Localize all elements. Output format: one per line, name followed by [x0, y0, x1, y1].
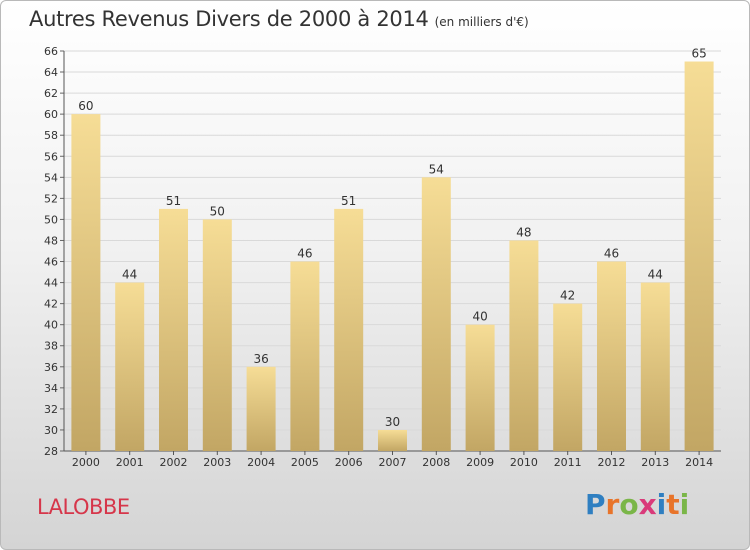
data-label: 46 — [604, 247, 619, 261]
data-label: 51 — [341, 194, 356, 208]
bar — [378, 429, 407, 451]
bar — [597, 261, 626, 451]
y-tick-labels: 28 30 32 34 36 38 40 42 44 46 48 50 52 54 56 58 60 62 64 66 — [44, 45, 58, 458]
y-tick-label: 46 — [44, 256, 58, 269]
y-tick-label: 50 — [44, 213, 58, 226]
y-tick-label: 54 — [44, 171, 58, 184]
x-tick-label: 2007 — [379, 456, 407, 469]
y-tick-label: 56 — [44, 150, 58, 163]
x-tick-label: 2011 — [554, 456, 582, 469]
logo-letter: P — [585, 488, 606, 521]
data-label: 44 — [648, 268, 663, 282]
bar — [290, 261, 320, 451]
bar — [465, 324, 495, 451]
y-tick-label: 36 — [44, 361, 58, 374]
bar — [71, 114, 101, 451]
bar — [246, 366, 276, 451]
y-tick-label: 28 — [44, 445, 58, 458]
x-tick-label: 2006 — [335, 456, 363, 469]
bar — [159, 208, 188, 451]
x-tick-label: 2013 — [641, 456, 669, 469]
x-tick-label: 2008 — [422, 456, 450, 469]
data-label: 48 — [516, 225, 531, 239]
data-label: 54 — [429, 162, 444, 176]
x-tick-label: 2012 — [598, 456, 626, 469]
x-tick-label: 2003 — [203, 456, 231, 469]
y-tick-label: 34 — [44, 382, 58, 395]
x-tick-labels: 2000 2001 2002 2003 2004 2005 2006 2007 2008 2009… — [72, 456, 713, 469]
chart-title: Autres Revenus Divers de 2000 à 2014 (en … — [29, 7, 529, 31]
data-label: 60 — [78, 99, 93, 113]
bar — [115, 282, 145, 451]
y-tick-label: 48 — [44, 234, 58, 247]
data-label: 42 — [560, 289, 575, 303]
data-label: 46 — [297, 247, 312, 261]
x-tick-label: 2014 — [685, 456, 713, 469]
logo-letter: i — [679, 488, 690, 521]
x-tick-label: 2004 — [247, 456, 275, 469]
y-tick-label: 30 — [44, 424, 58, 437]
x-tick-label: 2010 — [510, 456, 538, 469]
y-tick-label: 64 — [44, 66, 58, 79]
data-label: 36 — [253, 352, 268, 366]
bar — [509, 240, 539, 451]
y-tick-label: 52 — [44, 192, 58, 205]
bar — [202, 219, 232, 451]
bars — [71, 61, 714, 452]
data-label: 50 — [210, 204, 225, 218]
data-label: 65 — [691, 47, 706, 61]
y-tick-label: 32 — [44, 403, 58, 416]
data-label: 44 — [122, 268, 137, 282]
data-label: 30 — [385, 415, 400, 429]
title-main: Autres Revenus Divers de 2000 à 2014 — [29, 7, 429, 31]
logo-letter: x — [638, 488, 657, 521]
y-tick-label: 58 — [44, 129, 58, 142]
x-tick-label: 2001 — [116, 456, 144, 469]
bar — [684, 61, 714, 452]
y-tick-label: 66 — [44, 45, 58, 58]
bar — [421, 177, 451, 451]
place-name: LALOBBE — [37, 495, 130, 519]
data-label: 40 — [472, 310, 487, 324]
data-label: 51 — [166, 194, 181, 208]
y-tick-label: 60 — [44, 108, 58, 121]
y-tick-label: 40 — [44, 319, 58, 332]
title-unit: (en milliers d'€) — [434, 15, 529, 29]
y-tick-label: 44 — [44, 277, 58, 290]
logo-letter: t — [666, 488, 680, 521]
bar — [640, 282, 670, 451]
bar — [553, 303, 583, 451]
bar — [334, 208, 364, 451]
y-tick-label: 38 — [44, 340, 58, 353]
proxiti-logo: Proxiti — [585, 488, 689, 521]
x-tick-label: 2002 — [160, 456, 188, 469]
y-tick-label: 42 — [44, 298, 58, 311]
x-tick-label: 2000 — [72, 456, 100, 469]
data-labels: 60 44 51 50 36 46 51 30 54 40 48 42 46 44 65 — [78, 47, 706, 429]
logo-letter: i — [656, 488, 667, 521]
x-tick-label: 2009 — [466, 456, 494, 469]
y-tick-label: 62 — [44, 87, 58, 100]
x-tick-label: 2005 — [291, 456, 319, 469]
logo-letter: o — [619, 488, 639, 521]
logo-letter: r — [605, 488, 620, 521]
